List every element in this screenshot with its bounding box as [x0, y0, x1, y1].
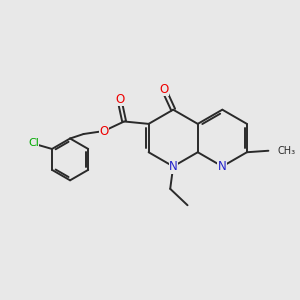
Text: CH₃: CH₃ — [278, 146, 296, 156]
Text: O: O — [160, 82, 169, 96]
Text: O: O — [115, 93, 124, 106]
Text: N: N — [218, 160, 227, 173]
Text: Cl: Cl — [28, 138, 39, 148]
Text: O: O — [99, 124, 109, 137]
Text: N: N — [169, 160, 178, 173]
